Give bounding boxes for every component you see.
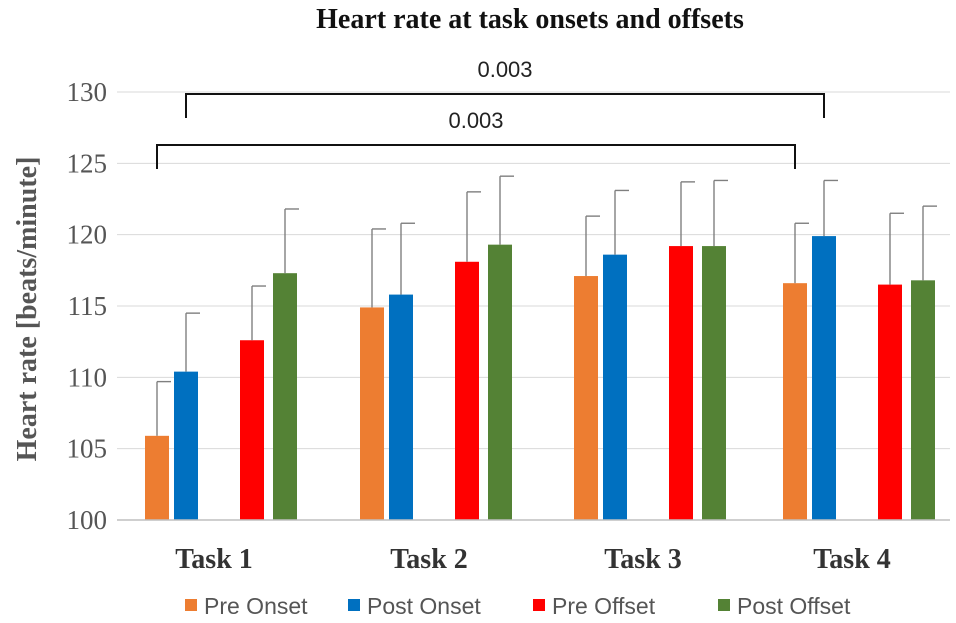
bar <box>911 280 935 520</box>
bar <box>174 371 198 520</box>
bar <box>389 294 413 520</box>
bar <box>783 283 807 520</box>
significance-bracket: 0.003 <box>156 108 796 169</box>
bar <box>574 276 598 520</box>
x-tick-label: Task 4 <box>813 544 891 575</box>
bar <box>273 273 297 520</box>
error-bar <box>466 191 481 262</box>
bar <box>488 244 512 521</box>
x-axis-ticks: Task 1 Task 2 Task 3 Task 4 <box>175 544 891 575</box>
bar <box>603 254 627 520</box>
x-tick-label: Task 2 <box>390 544 468 575</box>
bar <box>145 435 169 520</box>
error-bar <box>922 205 937 281</box>
legend-swatch <box>533 599 545 611</box>
y-axis-label: Heart rate [beats/minute] <box>12 157 43 462</box>
chart-title: Heart rate at task onsets and offsets <box>316 4 744 35</box>
y-axis-ticks: 100 105 110 115 120 125 130 <box>67 77 108 535</box>
legend-swatch <box>348 599 360 611</box>
y-tick-label: 125 <box>67 148 108 178</box>
legend-swatch <box>185 599 197 611</box>
y-tick-label: 115 <box>68 291 108 321</box>
y-tick-label: 100 <box>67 505 108 535</box>
error-bar <box>284 208 299 274</box>
legend-item: Post Offset <box>718 593 851 619</box>
significance-bracket: 0.003 <box>185 57 825 118</box>
legend-item: Post Onset <box>348 593 481 619</box>
y-tick-label: 110 <box>68 362 108 392</box>
error-bar <box>185 312 200 372</box>
y-tick-label: 130 <box>67 77 108 107</box>
x-tick-label: Task 1 <box>175 544 253 575</box>
error-bar <box>614 189 629 255</box>
bar <box>240 340 264 520</box>
legend-swatch <box>718 599 730 611</box>
bar <box>669 246 693 520</box>
bars <box>145 236 935 521</box>
error-bar <box>371 228 386 308</box>
bar <box>702 246 726 520</box>
error-bar <box>156 380 171 436</box>
y-tick-label: 105 <box>67 434 108 464</box>
error-bar <box>794 222 809 284</box>
bar <box>878 284 902 520</box>
bar <box>360 307 384 520</box>
error-bar <box>713 179 728 247</box>
error-bar <box>823 179 838 237</box>
legend-label: Post Onset <box>367 593 481 619</box>
y-tick-label: 120 <box>67 220 108 250</box>
error-bar <box>585 215 600 277</box>
error-bar <box>400 222 415 295</box>
x-tick-label: Task 3 <box>604 544 682 575</box>
significance-annotations: 0.003 0.003 <box>156 57 825 169</box>
p-value-label: 0.003 <box>448 108 503 133</box>
legend-item: Pre Offset <box>533 593 656 619</box>
error-bar <box>251 285 266 341</box>
legend: Pre Onset Post Onset Pre Offset Post Offset <box>185 593 851 619</box>
bar <box>812 236 836 521</box>
legend-label: Pre Onset <box>204 593 308 619</box>
p-value-label: 0.003 <box>477 57 532 82</box>
error-bar <box>889 212 904 285</box>
bar <box>455 261 479 520</box>
legend-label: Post Offset <box>737 593 851 619</box>
error-bar <box>499 175 514 245</box>
error-bar <box>680 181 695 247</box>
legend-item: Pre Onset <box>185 593 308 619</box>
error-bars <box>156 175 937 436</box>
legend-label: Pre Offset <box>552 593 656 619</box>
